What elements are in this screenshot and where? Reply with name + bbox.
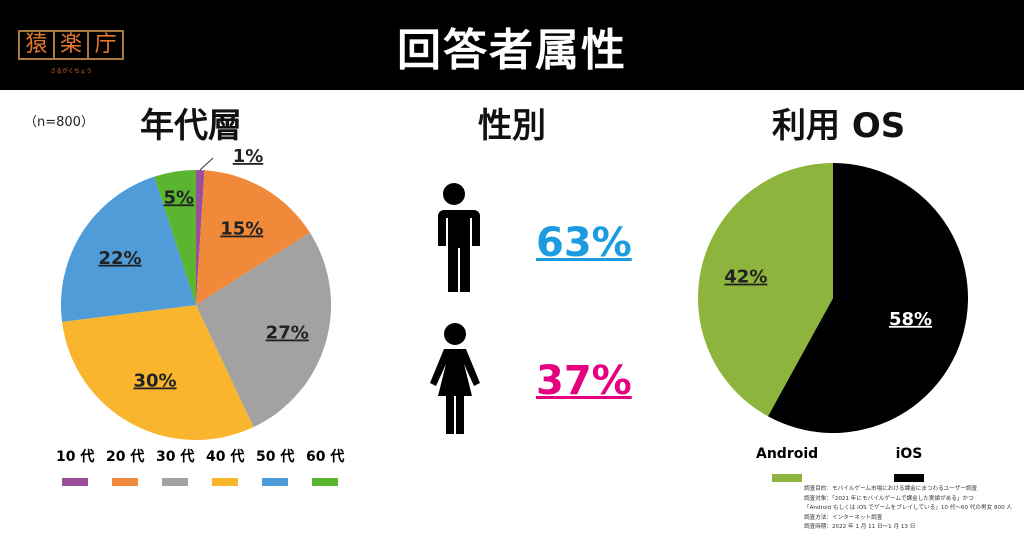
- logo-char: 猿: [20, 32, 55, 58]
- logo-char: 楽: [55, 32, 90, 58]
- data-label: 27%: [266, 323, 309, 344]
- data-label: 5%: [164, 187, 195, 208]
- footnote-line: 調査目的：モバイルゲーム市場における課金にまつわるユーザー調査: [804, 486, 978, 492]
- footnote: 調査目的：モバイルゲーム市場における課金にまつわるユーザー調査 調査対象：「20…: [804, 485, 1012, 533]
- header-bar: 猿 楽 庁 さるがくちょう 回答者属性: [0, 0, 1024, 90]
- female-percentage: 37%: [536, 358, 632, 404]
- data-label: 42%: [724, 267, 767, 288]
- legend-swatch: [772, 474, 803, 482]
- pie-slice-0: [196, 170, 205, 305]
- data-label: 1%: [233, 146, 264, 167]
- legend-swatch: [894, 474, 924, 482]
- legend-label: 50 代: [256, 449, 295, 465]
- page-title: 回答者属性: [397, 25, 627, 76]
- pie-slice-1: [698, 163, 833, 417]
- pie-slice-5: [154, 170, 196, 305]
- gender-title: 性別: [478, 106, 546, 146]
- os-chart-title: 利用 OS: [772, 106, 906, 146]
- legend-swatch: [62, 478, 89, 486]
- age-chart-title: 年代層: [140, 106, 242, 146]
- logo: 猿 楽 庁 さるがくちょう: [18, 30, 124, 78]
- sample-size: （n=800）: [24, 115, 94, 130]
- legend-item: 40 代: [206, 446, 244, 486]
- data-label: 22%: [98, 248, 141, 269]
- logo-char: 庁: [94, 32, 117, 57]
- legend-swatch: [162, 478, 189, 486]
- legend-label: Android: [756, 446, 819, 462]
- legend-item: 10 代: [56, 446, 94, 486]
- legend-item: 50 代: [256, 446, 294, 486]
- footnote-line: 調査対象：「2021 年にモバイルゲームで課金した実績がある」かつ: [804, 495, 974, 502]
- legend-label: 60 代: [306, 449, 345, 465]
- pie-slice-0: [767, 163, 968, 434]
- leader-line: [199, 157, 214, 171]
- pie-slice-4: [60, 176, 196, 322]
- legend-item: 60 代: [306, 446, 344, 486]
- footnote-line: 「Android もしくは iOS でゲームをプレイしている」10 代〜60 代…: [804, 505, 1013, 512]
- footnote-line: 調査時期：2022 年 1 月 11 日〜1 月 13 日: [804, 524, 916, 531]
- os-pie-chart: 58% 42%: [698, 163, 968, 434]
- legend-swatch: [212, 478, 239, 486]
- pie-slice-1: [196, 170, 310, 305]
- age-pie-chart: 1% 15% 27% 30% 22% 5%: [60, 146, 331, 440]
- legend-item: 30 代: [156, 446, 194, 486]
- legend-item: 20 代: [106, 446, 144, 486]
- data-label: 30%: [134, 370, 177, 391]
- legend-swatch: [312, 478, 339, 486]
- legend-item: iOS: [894, 446, 924, 482]
- legend-label: 30 代: [156, 449, 195, 465]
- male-icon: [434, 183, 480, 292]
- pie-slice-2: [196, 232, 331, 428]
- data-label: 15%: [220, 219, 263, 240]
- legend-swatch: [262, 478, 289, 486]
- male-percentage: 63%: [536, 220, 632, 266]
- data-label: 58%: [889, 309, 932, 330]
- legend-label: 40 代: [206, 449, 245, 465]
- legend-label: 10 代: [56, 449, 95, 465]
- legend-swatch: [112, 478, 139, 486]
- legend-label: iOS: [895, 446, 923, 462]
- female-icon: [430, 323, 480, 434]
- footnote-line: 調査方法：インターネット調査: [804, 514, 883, 521]
- legend-label: 20 代: [106, 449, 145, 465]
- logo-reading: さるがくちょう: [49, 68, 92, 75]
- legend-item: Android: [756, 446, 818, 482]
- pie-slice-3: [62, 305, 254, 440]
